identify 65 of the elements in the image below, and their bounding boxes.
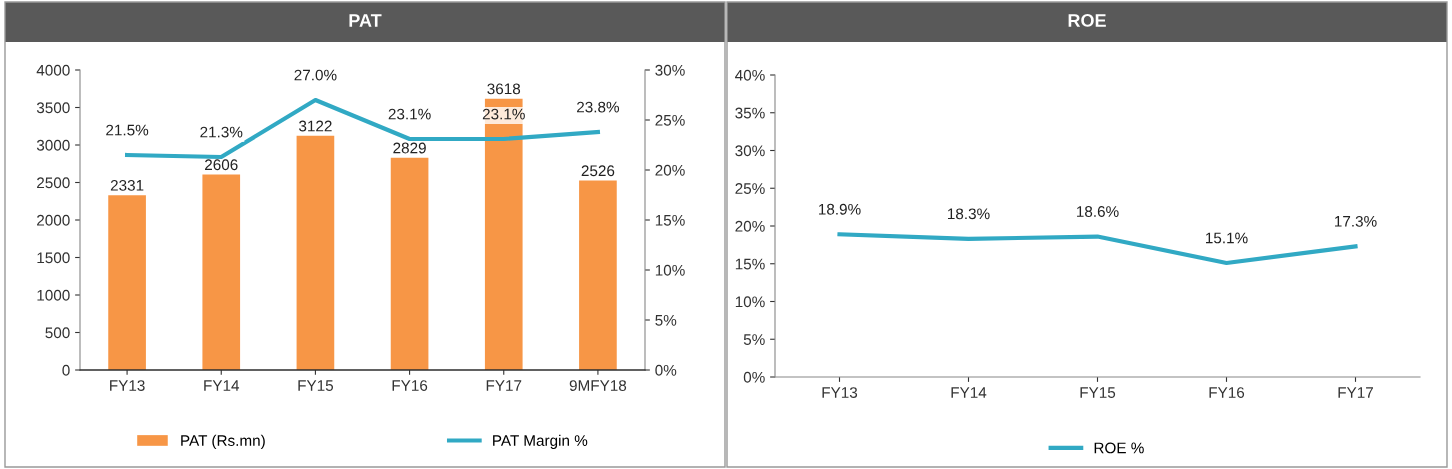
data-label: 2331 xyxy=(110,179,144,191)
y2-tick-label: 15% xyxy=(655,214,685,226)
data-label: 2606 xyxy=(205,159,238,171)
data-label: 2526 xyxy=(581,165,615,177)
y2-tick-label: 5% xyxy=(655,314,677,326)
y-tick-label: 30% xyxy=(735,145,765,157)
x-tick-label: FY17 xyxy=(1338,387,1373,398)
chart-title: ROE xyxy=(1068,14,1106,27)
x-tick-label: FY15 xyxy=(1080,387,1116,398)
y-tick-label: 1500 xyxy=(37,252,70,264)
bar xyxy=(484,98,523,370)
y-tick-label: 2000 xyxy=(37,214,70,226)
y-tick-label: 20% xyxy=(735,220,765,232)
data-label: 15.1% xyxy=(1206,232,1248,244)
y-tick-label: 5% xyxy=(743,334,765,345)
y-tick-label: 4000 xyxy=(36,64,70,76)
y-tick-label: 25% xyxy=(735,183,765,194)
y-tick-label: 35% xyxy=(735,107,765,119)
y-tick-label: 500 xyxy=(45,327,70,339)
y-tick-label: 3500 xyxy=(36,102,70,114)
bar xyxy=(202,174,241,370)
data-label: 21.3% xyxy=(200,126,243,138)
data-label: 18.6% xyxy=(1077,206,1119,217)
x-tick-label: FY14 xyxy=(204,380,240,391)
legend-label: PAT (Rs.mn) xyxy=(181,434,265,449)
data-label: 27.0% xyxy=(294,69,337,81)
x-tick-label: FY16 xyxy=(1209,387,1245,398)
y-tick-label: 3000 xyxy=(36,139,70,151)
data-label: 23.8% xyxy=(577,101,620,113)
y-tick-label: 2500 xyxy=(37,177,70,189)
data-label: 18.9% xyxy=(819,203,861,215)
x-tick-label: FY13 xyxy=(110,380,145,391)
data-label: 18.3% xyxy=(948,208,990,220)
y2-tick-label: 20% xyxy=(655,164,685,176)
y-tick-label: 1000 xyxy=(37,289,70,301)
data-label: 3122 xyxy=(299,120,332,132)
line-series xyxy=(837,232,1358,266)
bar xyxy=(579,180,617,370)
x-tick-label: FY14 xyxy=(951,387,987,398)
bar xyxy=(296,135,335,370)
x-tick-label: FY15 xyxy=(298,380,334,391)
y-tick-label: 10% xyxy=(735,296,765,308)
chart-title: PAT xyxy=(349,14,382,27)
legend-label: ROE % xyxy=(1094,442,1144,454)
x-tick-label: FY17 xyxy=(486,380,522,391)
legend-label: PAT Margin % xyxy=(493,434,588,449)
x-tick-label: 9MFY18 xyxy=(569,380,627,391)
y2-tick-label: 10% xyxy=(655,264,685,276)
bar xyxy=(390,157,429,370)
y-tick-label: 40% xyxy=(735,69,765,81)
data-label: 17.3% xyxy=(1335,215,1377,227)
y2-tick-label: 30% xyxy=(655,64,685,76)
x-tick-label: FY16 xyxy=(392,380,428,391)
data-label: 3618 xyxy=(487,83,521,95)
data-label: 21.5% xyxy=(106,124,149,136)
data-label: 2829 xyxy=(393,142,426,154)
bar xyxy=(108,195,146,370)
y-tick-label: 0% xyxy=(743,371,765,383)
y-tick-label: 15% xyxy=(735,258,765,270)
y2-tick-label: 0% xyxy=(655,364,677,376)
x-tick-label: FY13 xyxy=(822,387,858,398)
y-tick-label: 0 xyxy=(62,364,70,376)
y2-tick-label: 25% xyxy=(655,114,685,126)
data-label: 23.1% xyxy=(388,108,431,120)
data-label: 23.1% xyxy=(482,108,525,120)
